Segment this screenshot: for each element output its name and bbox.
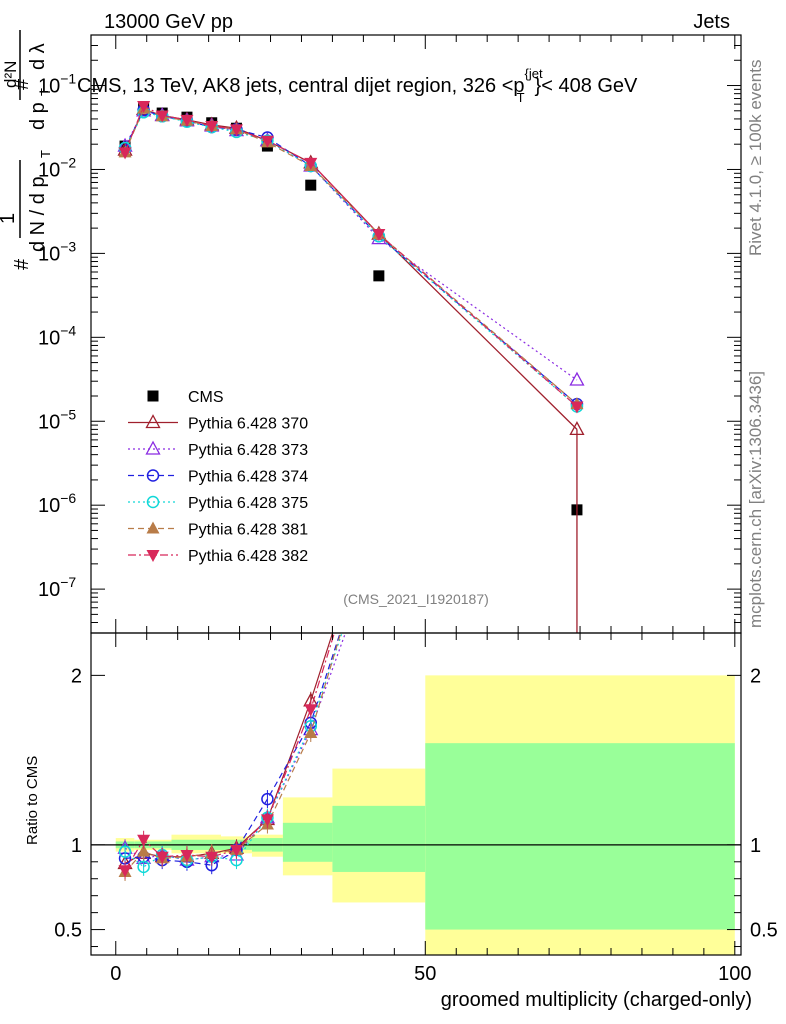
legend-marker-pythia-6-428-375 bbox=[146, 495, 160, 509]
svg-text:T: T bbox=[38, 150, 53, 158]
rivet-label: Rivet 4.1.0, ≥ 100k events bbox=[746, 60, 765, 256]
svg-text:d λ: d λ bbox=[27, 43, 49, 70]
legend-marker-pythia-6-428-370 bbox=[145, 414, 161, 429]
band-inner-7 bbox=[425, 743, 735, 930]
point-pythia-6-428-382-7 bbox=[304, 157, 318, 170]
point-cms-7 bbox=[305, 179, 317, 191]
ratio-point-pythia-6-428-374-6 bbox=[261, 792, 274, 806]
ratio-line-pythia-6-428-382 bbox=[124, 633, 335, 871]
analysis-watermark: (CMS_2021_I1920187) bbox=[343, 591, 489, 607]
ratio-ytick-label-right-2: 2 bbox=[750, 665, 761, 687]
main-ytick-label-0: 10−1 bbox=[38, 71, 76, 98]
ratio-line-pythia-6-428-374 bbox=[124, 633, 341, 866]
svg-text:T: T bbox=[38, 88, 53, 96]
point-pythia-6-428-382-0 bbox=[118, 147, 132, 160]
point-pythia-6-428-382-1 bbox=[137, 101, 151, 114]
series-line-pythia-6-428-375 bbox=[124, 111, 578, 407]
ratio-point-pythia-6-428-382-0 bbox=[118, 865, 132, 878]
ratio-frame bbox=[90, 632, 742, 956]
ratio-point-pythia-6-428-375-0 bbox=[118, 845, 132, 858]
point-pythia-6-428-382-9 bbox=[570, 401, 584, 414]
svg-text:d p: d p bbox=[27, 102, 49, 130]
ratio-ytick-label-right-1: 1 bbox=[750, 835, 761, 857]
point-pythia-6-428-382-2 bbox=[155, 110, 169, 123]
main-ytick-label-5: 10−6 bbox=[38, 490, 76, 517]
main-ytick-label-6: 10−7 bbox=[38, 574, 76, 601]
ratio-ytick-label-2: 2 bbox=[71, 665, 82, 687]
header-left: 13000 GeV pp bbox=[104, 11, 233, 33]
main-ytick-label-4: 10−5 bbox=[38, 406, 76, 433]
legend-marker-pythia-6-428-374 bbox=[146, 469, 160, 482]
ratio-point-pythia-6-428-382-3 bbox=[180, 850, 194, 863]
ratio-y-label: Ratio to CMS bbox=[24, 756, 41, 845]
legend-label-pythia-6-428-375: Pythia 6.428 375 bbox=[188, 495, 308, 512]
main-ytick-label-1: 10−2 bbox=[38, 154, 76, 181]
legend-label-pythia-6-428-374: Pythia 6.428 374 bbox=[188, 469, 308, 486]
svg-text:1: 1 bbox=[0, 213, 19, 224]
point-pythia-6-428-382-6 bbox=[260, 135, 274, 148]
svg-text:#: # bbox=[11, 78, 33, 90]
ratio-point-pythia-6-428-381-7 bbox=[304, 725, 318, 738]
x-tick-label-0: 0 bbox=[110, 963, 121, 985]
plot-title: CMS, 13 TeV, AK8 jets, central dijet reg… bbox=[77, 66, 638, 105]
svg-text:#: # bbox=[11, 258, 33, 270]
series-line-pythia-6-428-370 bbox=[124, 108, 578, 430]
point-cms-8 bbox=[373, 270, 385, 282]
series-line-pythia-6-428-382 bbox=[124, 105, 578, 407]
legend-label-pythia-6-428-370: Pythia 6.428 370 bbox=[188, 416, 308, 433]
ratio-line-pythia-6-428-373 bbox=[124, 633, 347, 861]
legend-marker-pythia-6-428-382 bbox=[146, 550, 160, 562]
main-ytick-label-2: 10−3 bbox=[38, 238, 76, 265]
ratio-ytick-label-1: 1 bbox=[71, 835, 82, 857]
ratio-point-pythia-6-428-382-5 bbox=[229, 844, 243, 857]
ratio-point-pythia-6-428-382-7 bbox=[304, 704, 318, 717]
point-pythia-6-428-382-8 bbox=[372, 229, 386, 242]
x-tick-label-1: 50 bbox=[414, 963, 436, 985]
ratio-point-pythia-6-428-375-1 bbox=[137, 860, 150, 874]
legend-marker-pythia-6-428-381 bbox=[146, 521, 160, 534]
legend-label-pythia-6-428-381: Pythia 6.428 381 bbox=[188, 522, 308, 539]
ratio-panel: 0 50 100 0.5 0.5 1 1 2 2 bbox=[54, 632, 778, 985]
ratio-point-pythia-6-428-382-1 bbox=[137, 834, 151, 847]
ratio-point-pythia-6-428-382-6 bbox=[260, 814, 274, 827]
point-pythia-6-428-382-3 bbox=[180, 114, 194, 127]
legend-label-cms: CMS bbox=[188, 389, 224, 406]
legend: CMS Pythia 6.428 370 Pythia 6.428 373 Pythi… bbox=[128, 389, 308, 565]
series-line-pythia-6-428-374 bbox=[124, 109, 578, 405]
legend-label-pythia-6-428-382: Pythia 6.428 382 bbox=[188, 548, 308, 565]
series-line-pythia-6-428-381 bbox=[124, 107, 578, 405]
header-right: Jets bbox=[693, 11, 730, 33]
point-pythia-6-428-373-9 bbox=[569, 371, 585, 386]
ratio-point-pythia-6-428-382-2 bbox=[155, 851, 169, 864]
main-panel: 10−1 10−2 10−3 10−4 10−5 10−6 10−7 bbox=[38, 34, 742, 634]
legend-marker-pythia-6-428-373 bbox=[145, 440, 161, 455]
ratio-point-pythia-6-428-381-1 bbox=[137, 844, 151, 857]
ratio-series-group bbox=[117, 633, 347, 881]
point-pythia-6-428-382-5 bbox=[229, 124, 243, 137]
point-pythia-6-428-370-9 bbox=[569, 421, 585, 436]
point-pythia-6-428-382-4 bbox=[205, 120, 219, 133]
legend-label-pythia-6-428-373: Pythia 6.428 373 bbox=[188, 442, 308, 459]
x-tick-label-2: 100 bbox=[718, 963, 751, 985]
svg-text:d N / d p: d N / d p bbox=[27, 176, 49, 252]
ratio-point-pythia-6-428-382-4 bbox=[205, 851, 219, 864]
x-axis-label: groomed multiplicity (charged-only) bbox=[441, 989, 752, 1011]
band-inner-6 bbox=[332, 805, 426, 872]
ratio-ytick-label-right-0: 0.5 bbox=[750, 920, 778, 942]
main-y-label: # # 1 d N / d p T d²N d p T d λ bbox=[0, 30, 53, 270]
main-ytick-label-3: 10−4 bbox=[38, 322, 76, 349]
ratio-line-pythia-6-428-375 bbox=[124, 633, 343, 868]
mcplots-label: mcplots.cern.ch [arXiv:1306.3436] bbox=[746, 371, 765, 628]
ratio-ytick-label-0: 0.5 bbox=[54, 920, 82, 942]
legend-marker-cms bbox=[147, 390, 159, 402]
ratio-line-pythia-6-428-370 bbox=[124, 633, 334, 865]
svg-text:d²N: d²N bbox=[1, 61, 20, 88]
main-series-group bbox=[117, 101, 585, 633]
band-inner-5 bbox=[282, 822, 333, 862]
series-line-pythia-6-428-373 bbox=[124, 110, 578, 381]
